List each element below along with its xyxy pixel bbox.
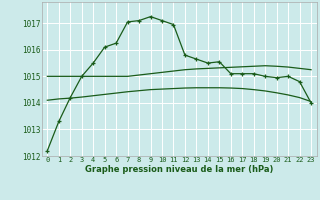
X-axis label: Graphe pression niveau de la mer (hPa): Graphe pression niveau de la mer (hPa): [85, 165, 273, 174]
